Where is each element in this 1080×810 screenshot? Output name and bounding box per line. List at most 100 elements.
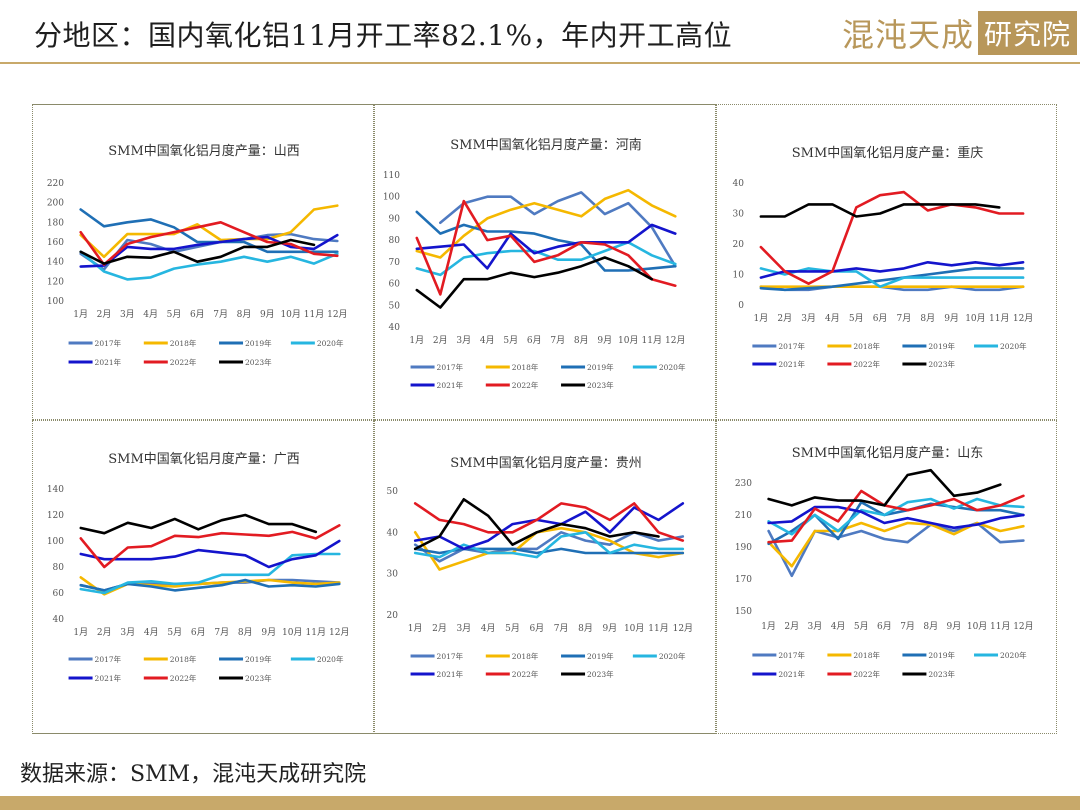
x-tick-label: 3月 bbox=[456, 623, 471, 634]
chart-svg: SMM中国氧化铝月度产量：贵州 20 30 40 50 1月 2月 3月 4月 5月 6月 7月 8月 9… bbox=[387, 455, 694, 679]
y-tick-label: 20 bbox=[387, 611, 399, 621]
x-tick-label: 8月 bbox=[574, 335, 589, 346]
x-tick-label: 7月 bbox=[897, 313, 912, 324]
legend-label: 2017年 bbox=[95, 654, 122, 664]
legend-label: 2023年 bbox=[587, 380, 614, 390]
y-tick-label: 50 bbox=[387, 487, 399, 497]
series-line bbox=[759, 190, 1025, 285]
legend-label: 2023年 bbox=[587, 669, 614, 679]
series-line bbox=[79, 513, 318, 535]
legend-label: 2019年 bbox=[928, 650, 955, 660]
chart-title: SMM中国氧化铝月度产量：河南 bbox=[450, 137, 642, 153]
y-tick-label: 80 bbox=[389, 236, 401, 246]
x-tick-label: 5月 bbox=[505, 623, 520, 634]
x-tick-label: 3月 bbox=[120, 627, 135, 638]
x-tick-label: 3月 bbox=[120, 309, 135, 320]
x-tick-label: 10月 bbox=[967, 621, 987, 632]
y-tick-label: 140 bbox=[47, 258, 64, 268]
chart-panel-3: SMM中国氧化铝月度产量：重庆 0 10 20 30 40 1月 2月 3月 4月 5月 6月 7月 8月… bbox=[716, 104, 1057, 420]
x-tick-label: 8月 bbox=[238, 627, 253, 638]
y-tick-label: 210 bbox=[735, 511, 752, 521]
x-tick-label: 9月 bbox=[602, 623, 617, 634]
legend-label: 2020年 bbox=[317, 338, 344, 348]
legend-label: 2018年 bbox=[853, 341, 880, 351]
series-line bbox=[415, 241, 677, 277]
series-line bbox=[79, 208, 339, 254]
legend-label: 2021年 bbox=[95, 673, 122, 683]
x-tick-label: 11月 bbox=[989, 313, 1009, 324]
x-tick-label: 12月 bbox=[665, 335, 685, 346]
legend-label: 2022年 bbox=[512, 669, 539, 679]
chart-panel-2: SMM中国氧化铝月度产量：河南 40 50 60 70 80 90 100 110 1月 2月 3月 4… bbox=[374, 104, 716, 420]
chart-panel-6: SMM中国氧化铝月度产量：山东 150 170 190 210 230 1月 2月 3月 4月 5月… bbox=[716, 420, 1057, 734]
legend-label: 2017年 bbox=[437, 362, 464, 372]
y-tick-label: 100 bbox=[383, 193, 400, 203]
chart-title: SMM中国氧化铝月度产量：贵州 bbox=[450, 455, 642, 471]
chart-panel-4: SMM中国氧化铝月度产量：广西 40 60 80 100 120 140 1月 2月 3月 4月 5月… bbox=[32, 420, 374, 734]
y-tick-label: 0 bbox=[738, 301, 744, 311]
x-tick-label: 11月 bbox=[990, 621, 1010, 632]
chart-svg: SMM中国氧化铝月度产量：山东 150 170 190 210 230 1月 2月 3月 4月 5月… bbox=[735, 445, 1034, 679]
legend-label: 2021年 bbox=[778, 669, 805, 679]
y-tick-label: 120 bbox=[47, 277, 64, 287]
y-tick-label: 180 bbox=[47, 218, 64, 228]
series-line bbox=[767, 489, 1025, 544]
y-tick-label: 220 bbox=[47, 179, 64, 189]
y-tick-label: 110 bbox=[383, 171, 400, 181]
footer-bar bbox=[0, 796, 1080, 810]
x-tick-label: 6月 bbox=[190, 309, 205, 320]
x-tick-label: 11月 bbox=[306, 627, 326, 638]
y-tick-label: 60 bbox=[389, 280, 401, 290]
x-tick-label: 7月 bbox=[550, 335, 565, 346]
series-line bbox=[79, 552, 341, 595]
x-tick-label: 6月 bbox=[191, 627, 206, 638]
legend-label: 2019年 bbox=[245, 338, 272, 348]
x-tick-label: 1月 bbox=[408, 623, 423, 634]
series-line bbox=[79, 250, 339, 281]
x-tick-label: 4月 bbox=[480, 335, 495, 346]
x-tick-label: 5月 bbox=[854, 621, 869, 632]
series-line bbox=[415, 210, 677, 272]
x-tick-label: 6月 bbox=[529, 623, 544, 634]
y-tick-label: 160 bbox=[47, 238, 64, 248]
legend-label: 2022年 bbox=[512, 380, 539, 390]
x-tick-label: 1月 bbox=[761, 621, 776, 632]
x-tick-label: 12月 bbox=[1013, 313, 1033, 324]
x-tick-label: 12月 bbox=[673, 623, 693, 634]
chart-svg: SMM中国氧化铝月度产量：广西 40 60 80 100 120 140 1月 2月 3月 4月 5月… bbox=[47, 451, 350, 683]
legend-label: 2019年 bbox=[587, 651, 614, 661]
x-tick-label: 5月 bbox=[167, 627, 182, 638]
x-tick-label: 7月 bbox=[213, 309, 228, 320]
series-line bbox=[413, 498, 660, 551]
y-tick-label: 20 bbox=[733, 240, 745, 250]
brand-logo: 混沌天成 研究院 bbox=[842, 11, 1078, 55]
x-tick-label: 4月 bbox=[831, 621, 846, 632]
y-tick-label: 150 bbox=[735, 607, 752, 617]
x-tick-label: 2月 bbox=[97, 627, 112, 638]
x-tick-label: 2月 bbox=[433, 335, 448, 346]
x-tick-label: 4月 bbox=[144, 627, 159, 638]
chart-svg: SMM中国氧化铝月度产量：山西 100 120 140 160 180 200 220 1月 2月… bbox=[47, 143, 348, 367]
header: 分地区：国内氧化铝11月开工率82.1%，年内开工高位 混沌天成 研究院 bbox=[0, 0, 1080, 64]
legend-label: 2022年 bbox=[170, 357, 197, 367]
chart-panel-1: SMM中国氧化铝月度产量：山西 100 120 140 160 180 200 220 1月 2月… bbox=[32, 104, 374, 420]
y-tick-label: 50 bbox=[389, 301, 401, 311]
legend-label: 2017年 bbox=[95, 338, 122, 348]
legend-label: 2020年 bbox=[1000, 650, 1027, 660]
y-tick-label: 40 bbox=[389, 323, 401, 333]
y-tick-label: 140 bbox=[47, 485, 64, 495]
x-tick-label: 6月 bbox=[873, 313, 888, 324]
chart-svg: SMM中国氧化铝月度产量：河南 40 50 60 70 80 90 100 110 1月 2月 3月 4… bbox=[383, 137, 686, 390]
y-tick-label: 40 bbox=[733, 179, 745, 189]
series-line bbox=[759, 267, 1025, 292]
series-line bbox=[413, 502, 685, 542]
y-tick-label: 190 bbox=[735, 543, 752, 553]
x-tick-label: 2月 bbox=[97, 309, 112, 320]
legend-label: 2022年 bbox=[853, 669, 880, 679]
x-tick-label: 9月 bbox=[261, 627, 276, 638]
x-tick-label: 2月 bbox=[432, 623, 447, 634]
series-line bbox=[79, 524, 341, 569]
legend-label: 2017年 bbox=[778, 650, 805, 660]
x-tick-label: 10月 bbox=[624, 623, 644, 634]
y-tick-label: 90 bbox=[389, 214, 401, 224]
